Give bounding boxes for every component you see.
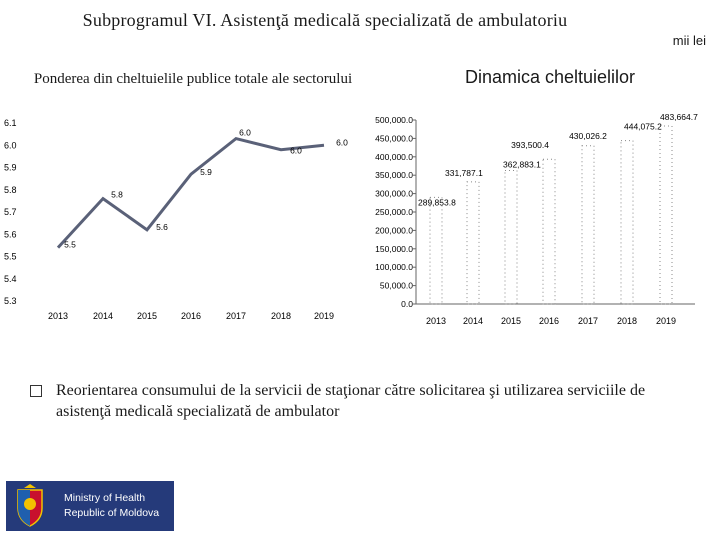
bar-chart: 500,000.0 450,000.0 400,000.0 350,000.0 300,… [375,112,698,326]
x-tick-label: 2017 [578,316,598,326]
y-tick-label: 150,000.0 [375,244,413,254]
y-tick-label: 300,000.0 [375,189,413,199]
y-tick-label: 50,000.0 [380,281,413,291]
y-tick-label: 5.9 [4,163,17,173]
data-bar [429,196,443,305]
logo-line-1: Ministry of Health [64,492,146,504]
x-tick-label: 2013 [426,316,446,326]
y-tick-label: 450,000.0 [375,133,413,143]
x-tick-label: 2016 [181,311,201,321]
y-tick-label: 500,000.0 [375,115,413,125]
x-tick-label: 2013 [48,311,68,321]
bullet-point: Reorientarea consumului de la servicii d… [28,380,688,422]
y-tick-label: 5.4 [4,274,17,284]
y-tick-label: 5.8 [4,185,17,195]
data-bar [504,169,518,305]
x-tick-label: 2016 [539,316,559,326]
logo-line-2: Republic of Moldova [64,507,160,519]
x-tick-label: 2014 [93,311,113,321]
y-tick-label: 6.1 [4,118,17,128]
x-tick-label: 2018 [617,316,637,326]
data-bar [542,158,556,305]
data-bar [620,140,634,305]
data-label: 331,787.1 [445,168,483,178]
x-tick-label: 2015 [137,311,157,321]
unit-label: mii lei [672,33,706,48]
data-label: 430,026.2 [569,131,607,141]
data-bar [581,145,595,305]
data-label: 6.0 [336,137,348,147]
data-label: 362,883.1 [503,159,541,169]
slide-title: Subprogramul VI. Asistenţă medicală spec… [82,10,568,30]
bullet-marker [30,385,42,397]
x-tick-label: 2018 [271,311,291,321]
y-tick-label: 5.6 [4,229,17,239]
x-tick-label: 2019 [656,316,676,326]
y-tick-label: 6.0 [4,140,17,150]
line-chart: 6.1 6.0 5.9 5.8 5.7 5.6 5.5 5.4 5.3 2013 2014 2015 2… [4,118,348,321]
x-tick-label: 2015 [501,316,521,326]
y-tick-label: 250,000.0 [375,207,413,217]
coat-of-arms-icon [17,484,43,527]
y-tick-label: 350,000.0 [375,170,413,180]
x-tick-label: 2014 [463,316,483,326]
data-label: 444,075.2 [624,122,662,132]
data-label: 5.6 [156,222,168,232]
x-tick-label: 2017 [226,311,246,321]
data-label: 289,853.8 [418,197,456,207]
bullet-text: Reorientarea consumului de la servicii d… [56,382,646,420]
y-tick-label: 400,000.0 [375,152,413,162]
data-bar [659,125,673,305]
x-tick-label: 2019 [314,311,334,321]
data-line [56,136,325,249]
y-tick-label: 100,000.0 [375,262,413,272]
data-label: 5.8 [111,190,123,200]
ministry-logo: Ministry of Health Republic of Moldova [6,481,174,531]
data-label: 5.9 [200,167,212,177]
y-tick-label: 5.7 [4,207,17,217]
y-tick-label: 0.0 [401,299,413,309]
y-tick-label: 200,000.0 [375,225,413,235]
data-label: 6.0 [290,146,302,156]
data-bar [466,181,480,305]
data-label: 5.5 [64,240,76,250]
data-label: 483,664.7 [660,112,698,122]
line-chart-title: Ponderea din cheltuielile publice totale… [33,71,353,87]
y-tick-label: 5.5 [4,252,17,262]
data-label: 393,500.4 [511,140,549,150]
data-label: 6.0 [239,128,251,138]
y-tick-label: 5.3 [4,296,17,306]
bar-chart-title: Dinamica cheltuielilor [464,67,636,87]
